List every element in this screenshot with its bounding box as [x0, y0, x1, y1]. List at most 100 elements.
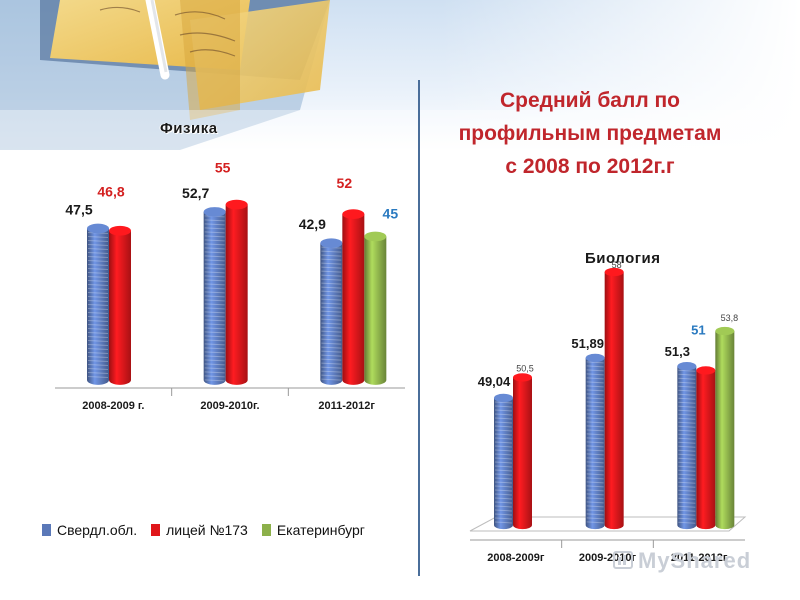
bar-sverdl-0-texture	[87, 295, 109, 298]
data-label: 45	[383, 205, 399, 221]
bar-sverdl-0-texture	[494, 409, 513, 412]
bar-sverdl-2-texture	[678, 369, 696, 372]
bar-sverdl-1-texture	[204, 227, 225, 230]
bar-lyceum-1	[225, 204, 248, 385]
bar-sverdl-1-texture	[204, 315, 225, 318]
bar-sverdl-2-texture	[321, 342, 342, 345]
data-label: 52,7	[182, 185, 209, 201]
title-line-2: профильным предметам	[458, 122, 722, 145]
bar-sverdl-0-texture	[87, 235, 109, 238]
bar-sverdl-1-texture	[204, 279, 225, 282]
bar-sverdl-1-texture	[204, 267, 225, 270]
category-label: 2011-2012г	[318, 400, 375, 412]
bar-sverdl-2-texture	[678, 421, 696, 424]
bar-sverdl-0-texture	[87, 255, 109, 258]
category-label: 2008-2009 г.	[82, 400, 144, 412]
bar-sverdl-1-texture	[586, 517, 604, 520]
bar-sverdl-2-texture	[321, 306, 342, 309]
bar-sverdl-0-texture	[87, 335, 109, 338]
bar-sverdl-2-texture	[678, 425, 696, 428]
bar-sverdl-0-texture	[494, 401, 513, 404]
bar-sverdl-1-texture	[204, 311, 225, 314]
bar-sverdl-0-texture	[87, 291, 109, 294]
bar-sverdl-0-texture	[87, 311, 109, 314]
bar-sverdl-2-texture	[321, 358, 342, 361]
bar-sverdl-2-texture	[678, 433, 696, 436]
bar-sverdl-1-texture	[586, 501, 604, 504]
bar-sverdl-1-texture	[204, 231, 225, 234]
bar-sverdl-0-texture	[87, 259, 109, 262]
bar-sverdl-1-texture	[586, 421, 604, 424]
bar-sverdl-1-texture	[204, 351, 225, 354]
bar-sverdl-0-texture	[494, 477, 513, 480]
data-label: 42,9	[299, 216, 326, 232]
bar-sverdl-1-texture	[204, 223, 225, 226]
bar-sverdl-2-texture	[321, 322, 342, 325]
bar-sverdl-1-texture	[204, 299, 225, 302]
data-label: 51,3	[665, 344, 690, 359]
category-label: 2008-2009г	[487, 552, 545, 564]
bar-sverdl-1-texture	[586, 469, 604, 472]
bar-sverdl-1-texture	[586, 401, 604, 404]
bar-sverdl-2-texture	[678, 469, 696, 472]
bar-sverdl-0-texture	[87, 363, 109, 366]
bar-sverdl-0-texture	[494, 489, 513, 492]
bar-sverdl-1-texture	[204, 343, 225, 346]
bar-lyceum-1-top	[604, 267, 624, 277]
bar-sverdl-0-texture	[87, 351, 109, 354]
legend-label-ekb: Екатеринбург	[276, 522, 365, 538]
bar-sverdl-2-texture	[678, 497, 696, 500]
bar-sverdl-1-texture	[586, 381, 604, 384]
bar-sverdl-0-texture	[87, 331, 109, 334]
bar-sverdl-1-texture	[586, 429, 604, 432]
bar-sverdl-2-texture	[321, 262, 342, 265]
bar-sverdl-2-texture	[678, 397, 696, 400]
bar-sverdl-1-texture	[586, 441, 604, 444]
bar-sverdl-2-texture	[678, 381, 696, 384]
bar-sverdl-1-texture	[586, 509, 604, 512]
legend-swatch-lyceum	[151, 524, 161, 536]
bar-sverdl-2-texture	[321, 250, 342, 253]
bar-sverdl-2-texture	[321, 334, 342, 337]
bar-sverdl-2-top	[677, 362, 697, 371]
bar-sverdl-0-texture	[87, 279, 109, 282]
bar-sverdl-1-texture	[586, 505, 604, 508]
bar-sverdl-0	[494, 397, 513, 530]
bar-sverdl-1-texture	[204, 327, 225, 330]
bar-sverdl-1-texture	[204, 295, 225, 298]
bar-sverdl-2-texture	[321, 330, 342, 333]
bar-sverdl-1-texture	[586, 365, 604, 368]
bar-lyceum-0	[109, 230, 131, 385]
bar-sverdl-2-texture	[678, 465, 696, 468]
bar-sverdl-0-texture	[87, 375, 109, 378]
bar-sverdl-0-texture	[494, 457, 513, 460]
data-label: 47,5	[65, 201, 92, 217]
bar-sverdl-2-texture	[321, 266, 342, 269]
bar-sverdl-1-texture	[586, 389, 604, 392]
bar-sverdl-1-texture	[204, 367, 225, 370]
bar-sverdl-0-texture	[87, 315, 109, 318]
bar-sverdl-0-texture	[87, 283, 109, 286]
bar-sverdl-1-texture	[204, 339, 225, 342]
bar-sverdl-1-texture	[204, 375, 225, 378]
bar-sverdl-2-texture	[678, 385, 696, 388]
bar-sverdl-1-texture	[204, 291, 225, 294]
bar-sverdl-1-texture	[204, 235, 225, 238]
bar-sverdl-2-texture	[678, 377, 696, 380]
bar-sverdl-1-texture	[204, 323, 225, 326]
bar-sverdl-0-texture	[87, 275, 109, 278]
bar-sverdl-1-texture	[586, 513, 604, 516]
bar-sverdl-0-texture	[87, 243, 109, 246]
bar-sverdl-1-texture	[586, 437, 604, 440]
bar-sverdl-2-texture	[321, 290, 342, 293]
bar-sverdl-0-texture	[87, 247, 109, 250]
bar-sverdl-1-texture	[586, 425, 604, 428]
bar-sverdl-0-texture	[494, 521, 513, 524]
bar-lyceum-0	[513, 377, 532, 530]
bar-sverdl-0-texture	[87, 327, 109, 330]
bar-sverdl-1-texture	[204, 287, 225, 290]
data-label: 51,89	[571, 336, 604, 351]
legend-swatch-ekb	[261, 524, 271, 536]
bar-sverdl-1-texture	[586, 405, 604, 408]
